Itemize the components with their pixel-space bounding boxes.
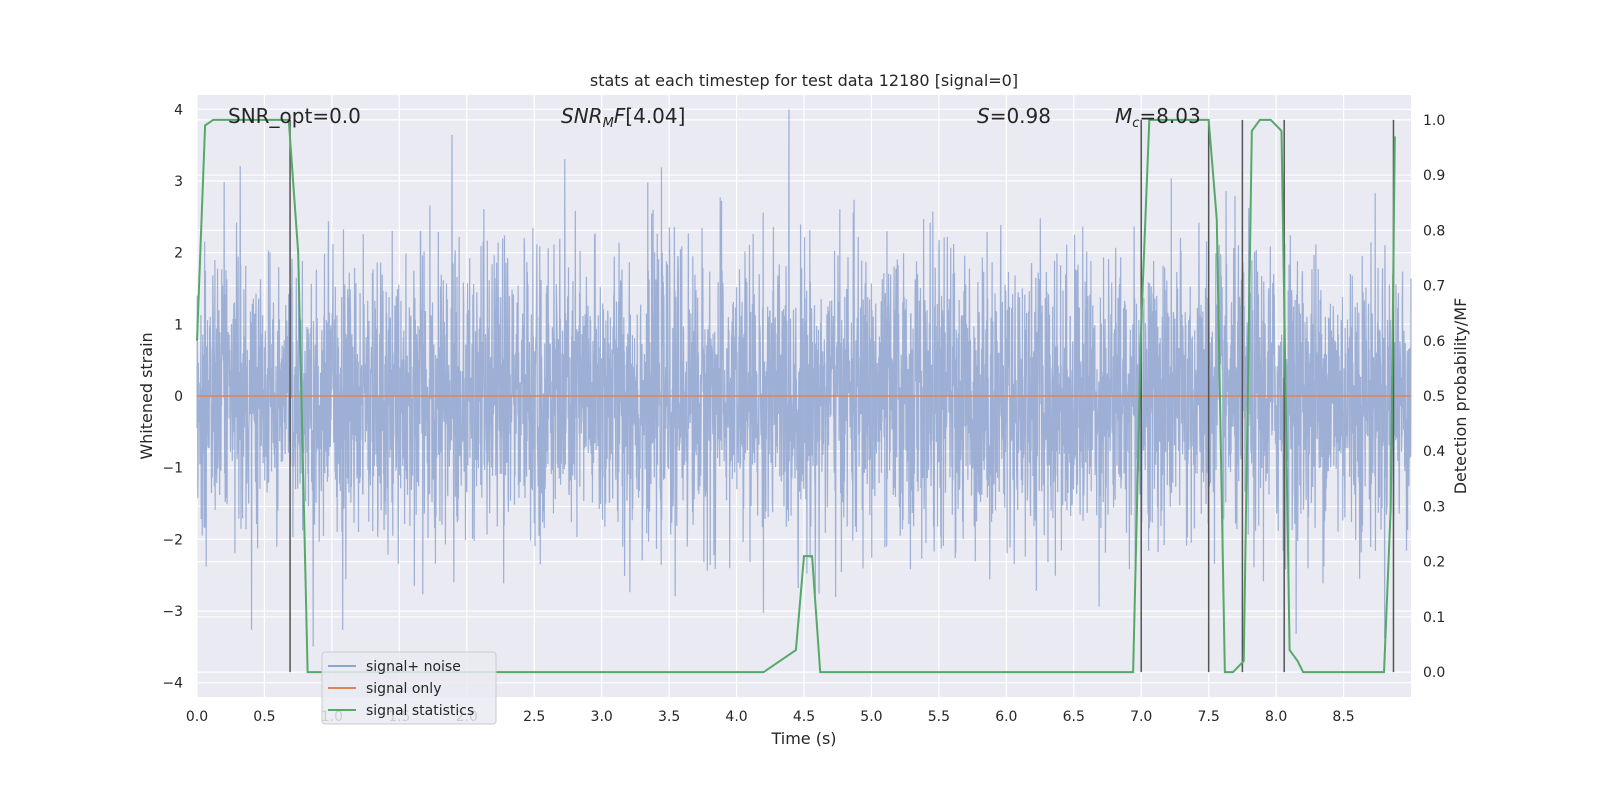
legend-box bbox=[321, 651, 497, 725]
annotation-s-value: =0.98 bbox=[990, 104, 1051, 128]
annotation-snr-mf-value: [4.04] bbox=[625, 104, 685, 128]
y-tick-label: 4 bbox=[174, 102, 183, 118]
x-tick-label: 6.5 bbox=[1063, 709, 1085, 725]
y-tick-label: −4 bbox=[162, 676, 183, 692]
y2-tick-label: 0.7 bbox=[1423, 279, 1445, 295]
y-tick-label: 2 bbox=[174, 246, 183, 262]
signal-statistics-line bbox=[196, 118, 1396, 674]
y2-tick-label: 0.8 bbox=[1423, 223, 1445, 239]
x-tick-label: 8.0 bbox=[1265, 709, 1287, 725]
y-tick-label: −1 bbox=[162, 461, 183, 477]
annotation-mc-value: =8.03 bbox=[1139, 104, 1200, 128]
legend-label-signal-noise: signal+ noise bbox=[366, 659, 461, 675]
annotation-snr-opt: SNR_opt=0.0 bbox=[228, 104, 361, 128]
y2-tick-label: 0.5 bbox=[1423, 389, 1445, 405]
legend-label-signal-statistics: signal statistics bbox=[366, 703, 474, 719]
y-axis-label: Whitened strain bbox=[137, 332, 156, 459]
annotation-mc: Mc=8.03 bbox=[1115, 104, 1201, 131]
series-signal-statistics bbox=[196, 118, 1396, 674]
x-tick-label: 3.5 bbox=[658, 709, 680, 725]
y2-tick-label: 0.0 bbox=[1423, 665, 1445, 681]
x-tick-label: 0.5 bbox=[253, 709, 275, 725]
y2-tick-label: 0.4 bbox=[1423, 444, 1445, 460]
vertical-markers bbox=[289, 119, 1395, 673]
legend: signal+ noise signal only signal statist… bbox=[321, 651, 497, 725]
chart-title: stats at each timestep for test data 121… bbox=[590, 71, 1018, 90]
y2-tick-label: 0.9 bbox=[1423, 168, 1445, 184]
y2-tick-label: 0.6 bbox=[1423, 334, 1445, 350]
y-tick-label: −2 bbox=[162, 532, 183, 548]
legend-label-signal-only: signal only bbox=[366, 681, 441, 697]
x-tick-label: 7.5 bbox=[1198, 709, 1220, 725]
y2-tick-label: 0.2 bbox=[1423, 555, 1445, 571]
y2-tick-label: 0.1 bbox=[1423, 610, 1445, 626]
x-axis-label: Time (s) bbox=[770, 729, 836, 748]
annotation-s: S=0.98 bbox=[977, 104, 1051, 128]
y-tick-label: 0 bbox=[174, 389, 183, 405]
x-tick-label: 2.5 bbox=[523, 709, 545, 725]
y-tick-label: −3 bbox=[162, 604, 183, 620]
x-tick-label: 7.0 bbox=[1130, 709, 1152, 725]
x-tick-label: 8.5 bbox=[1332, 709, 1354, 725]
y-tick-label: 1 bbox=[174, 317, 183, 333]
annotation-snr-mf: SNRMF[4.04] bbox=[561, 104, 685, 131]
y2-tick-label: 1.0 bbox=[1423, 113, 1445, 129]
x-tick-label: 5.5 bbox=[928, 709, 950, 725]
x-tick-label: 4.0 bbox=[725, 709, 747, 725]
x-tick-label: 5.0 bbox=[860, 709, 882, 725]
y-tick-label: 3 bbox=[174, 174, 183, 190]
x-tick-label: 0.0 bbox=[186, 709, 208, 725]
x-tick-label: 4.5 bbox=[793, 709, 815, 725]
x-tick-label: 6.0 bbox=[995, 709, 1017, 725]
y2-axis-label: Detection probability/MF bbox=[1451, 298, 1470, 495]
x-tick-label: 3.0 bbox=[591, 709, 613, 725]
y2-tick-label: 0.3 bbox=[1423, 499, 1445, 515]
